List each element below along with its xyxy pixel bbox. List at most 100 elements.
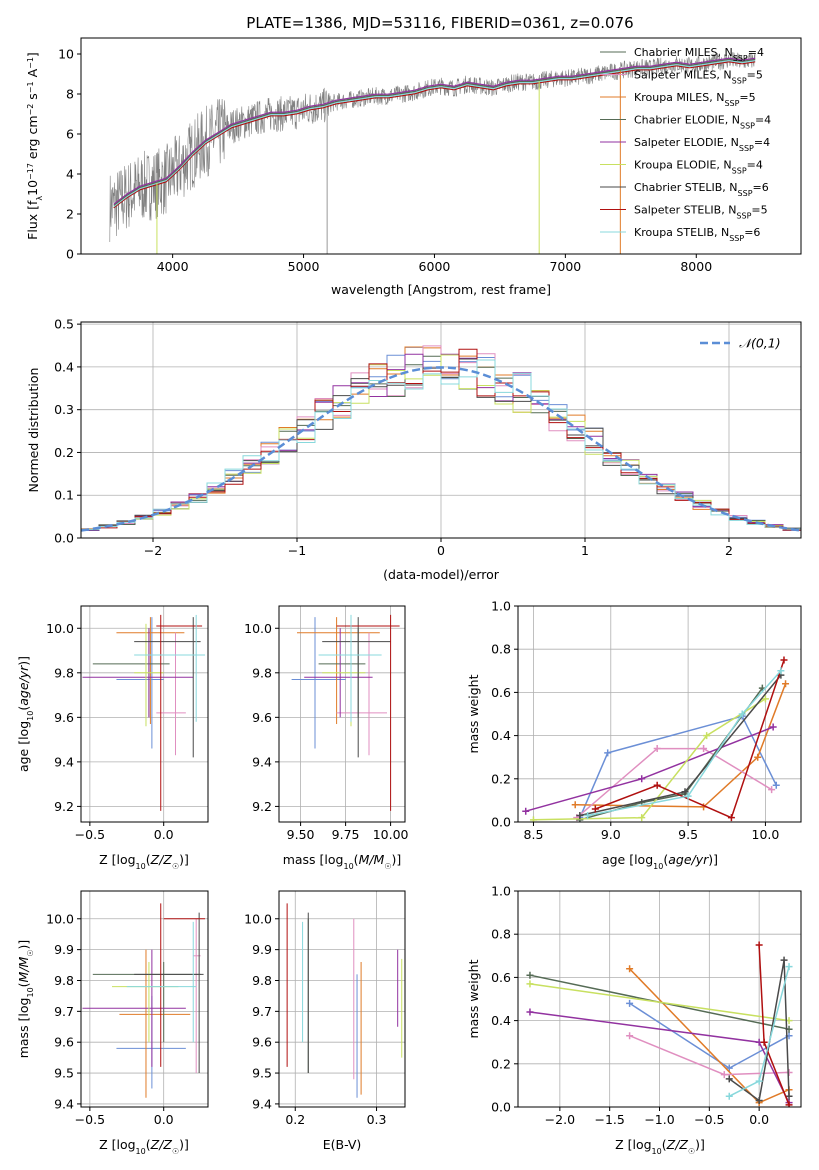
legend: 𝒩(0,1)	[700, 336, 781, 351]
x-tick-label: 0.0	[154, 1112, 174, 1127]
y-tick-label: 1.0	[491, 884, 511, 899]
x-tick-label: −2.0	[545, 1112, 575, 1127]
x-axis-label: E(B-V)	[323, 1137, 362, 1152]
weight-series-marker	[720, 1071, 728, 1079]
label-fragment: )]	[695, 1137, 705, 1152]
axes-frame	[80, 890, 209, 1108]
plot-area	[109, 52, 756, 254]
model-spectrum	[113, 58, 756, 206]
weight-series-marker	[785, 1101, 793, 1107]
y-axis-label: Flux [fλ10−17 erg cm−2 s−1 A−1]	[25, 52, 44, 240]
y-tick-label: 9.8	[252, 973, 272, 988]
label-fragment: )]	[179, 852, 189, 867]
y-tick-label: 9.8	[54, 973, 74, 988]
y-tick-label: 0.4	[491, 1013, 511, 1028]
x-axis-label: wavelength [Angstrom, rest frame]	[331, 282, 551, 297]
label-fragment: 10	[25, 180, 40, 196]
plot-area	[82, 614, 206, 811]
y-tick-label: 0.6	[491, 685, 511, 700]
label-fragment: −1	[26, 81, 35, 93]
y-tick-label: 0.5	[54, 317, 74, 332]
weight-series-marker	[725, 1092, 733, 1100]
y-axis-label: age [log10(age/yr)]	[16, 656, 35, 772]
label-fragment: λ	[35, 196, 44, 201]
weight-series-marker	[653, 781, 661, 789]
y-tick-label: 0.6	[491, 970, 511, 985]
residual-histogram	[81, 359, 801, 530]
y-tick-label: 0.4	[54, 359, 74, 374]
y-tick-label: 9.6	[54, 710, 74, 725]
label-fragment: age [log	[16, 721, 31, 772]
weight-series-marker	[529, 816, 537, 822]
weight-series-marker	[755, 941, 763, 949]
y-tick-label: 9.4	[54, 1096, 74, 1111]
label-fragment: Z [log	[615, 1137, 651, 1152]
y-tick-label: 0.1	[54, 488, 74, 503]
panel-z-age: −0.5 0.09.29.49.69.810.0Z [log10(Z/Z☉)]ag…	[16, 605, 209, 871]
label-fragment: (	[16, 706, 31, 711]
label-fragment: Z [log	[99, 852, 135, 867]
label-fragment: 10	[26, 987, 35, 997]
label-fragment: )]	[179, 1137, 189, 1152]
x-tick-label: 0.0	[749, 1112, 769, 1127]
y-tick-label: 0.8	[491, 927, 511, 942]
y-tick-label: 0	[66, 247, 74, 262]
x-axis-label: age [log10(age/yr)]	[602, 852, 718, 871]
plot-area	[286, 903, 403, 1098]
legend-entry: Chabrier MILES, NSSP=4	[634, 46, 764, 63]
y-tick-label: 9.5	[54, 1066, 74, 1081]
x-tick-label: 10.0	[752, 827, 780, 842]
y-tick-label: 9.2	[54, 799, 74, 814]
weight-series-marker	[526, 980, 534, 988]
x-tick-label: 4000	[157, 259, 189, 274]
label-fragment: ☉	[172, 1147, 179, 1156]
panel-z-mass: −0.5 0.09.49.59.69.79.89.910.0Z [log10(Z/…	[16, 890, 209, 1156]
label-fragment: )]	[16, 656, 31, 666]
x-tick-label: 5000	[288, 259, 320, 274]
plot-area	[81, 345, 801, 532]
axes-frame	[278, 605, 406, 823]
legend-entry: Salpeter STELIB, NSSP=5	[634, 204, 768, 221]
weight-series-marker	[626, 999, 634, 1007]
normal-reference-curve	[81, 366, 801, 532]
label-fragment: ☉	[172, 862, 179, 871]
y-tick-label: 0.3	[54, 402, 74, 417]
x-axis-label: Z [log10(Z/Z☉)]	[99, 852, 189, 871]
x-axis-label: Z [log10(Z/Z☉)]	[99, 1137, 189, 1156]
y-tick-label: 10.0	[46, 911, 74, 926]
label-fragment: (	[146, 1137, 151, 1152]
y-tick-label: 10.0	[46, 621, 74, 636]
panel-z-weight: −2.0 −1.5 −1.0 −0.5 0.0 0.0 0.2 0.4 0.6 0.8 1.0 Z […	[466, 884, 802, 1156]
y-tick-label: 0.0	[491, 815, 511, 830]
y-tick-label: 1.0	[491, 599, 511, 614]
x-tick-label: 9.75	[332, 827, 360, 842]
x-tick-label: 2	[725, 543, 733, 558]
weight-series-marker	[754, 753, 762, 761]
x-tick-label: −1.0	[644, 1112, 674, 1127]
label-fragment: SSP	[738, 189, 753, 198]
x-tick-label: 0.3	[367, 1112, 387, 1127]
label-fragment: Salpeter MILES, N	[634, 69, 732, 82]
legend-entry: Chabrier STELIB, NSSP=6	[634, 181, 769, 198]
label-fragment: M/M	[16, 956, 31, 982]
label-fragment: )]	[16, 940, 31, 950]
weight-series-marker	[782, 680, 790, 688]
legend-entry: Chabrier ELODIE, NSSP=4	[634, 114, 771, 131]
weight-series-marker	[626, 965, 634, 973]
weight-series-line	[587, 670, 782, 817]
y-tick-label: 0.4	[491, 728, 511, 743]
weight-series-line	[525, 726, 774, 812]
figure-title: PLATE=1386, MJD=53116, FIBERID=0361, z=0…	[246, 14, 633, 32]
label-fragment: Kroupa MILES, N	[634, 91, 724, 104]
label-fragment: Z/Z	[666, 1137, 689, 1152]
y-tick-label: 10	[58, 47, 74, 62]
weight-series-marker	[772, 781, 780, 789]
weight-series-marker	[760, 1038, 768, 1046]
label-fragment: erg cm	[25, 116, 40, 164]
legend-entry: 𝒩(0,1)	[739, 336, 781, 351]
weight-series-marker	[584, 812, 592, 820]
label-fragment: =4	[754, 136, 770, 149]
label-fragment: 10	[343, 862, 353, 871]
label-fragment: 10	[26, 711, 35, 721]
y-tick-label: 9.9	[252, 942, 272, 957]
